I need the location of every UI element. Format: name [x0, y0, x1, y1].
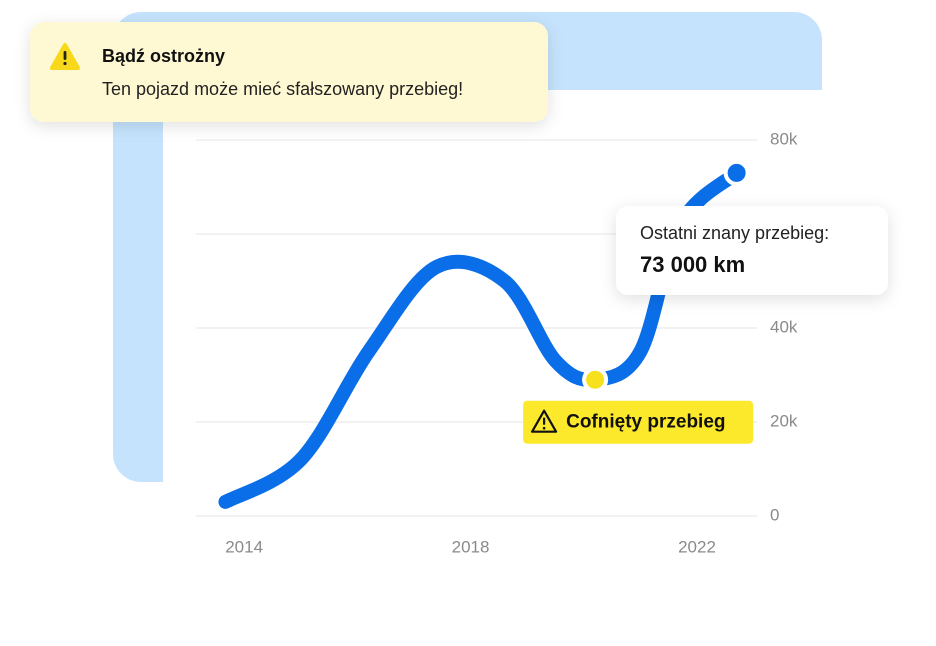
x-tick-label: 2014 [225, 537, 263, 556]
callout-box [616, 206, 888, 295]
marker-label: Cofnięty przebieg [566, 412, 725, 433]
point-marker [723, 159, 750, 186]
x-tick-label: 2018 [452, 537, 490, 556]
y-tick-label: 20k [770, 411, 798, 430]
callout-label: Ostatni znany przebieg: [640, 223, 829, 243]
point-marker [582, 366, 609, 393]
callout-value: 73 000 km [640, 252, 745, 277]
overlay: Cofnięty przebieg Ostatni znany przebieg:… [523, 206, 888, 444]
y-tick-label: 40k [770, 317, 798, 336]
tag-icon [530, 409, 558, 433]
y-tick-label: 0 [770, 505, 779, 524]
banner-title: Bądź ostrożny [102, 46, 225, 66]
marker-tag [523, 400, 754, 444]
callout [616, 206, 888, 295]
banner-box [30, 22, 548, 122]
x-tick-label: 2022 [678, 537, 716, 556]
warning-icon-mark [63, 51, 67, 60]
banner [30, 22, 548, 122]
y-tick-label: 80k [770, 129, 798, 148]
warning-icon-dot [63, 61, 67, 66]
tag-icon-dot [542, 426, 546, 430]
banner-text: Ten pojazd może mieć sfałszowany przebie… [102, 79, 463, 99]
